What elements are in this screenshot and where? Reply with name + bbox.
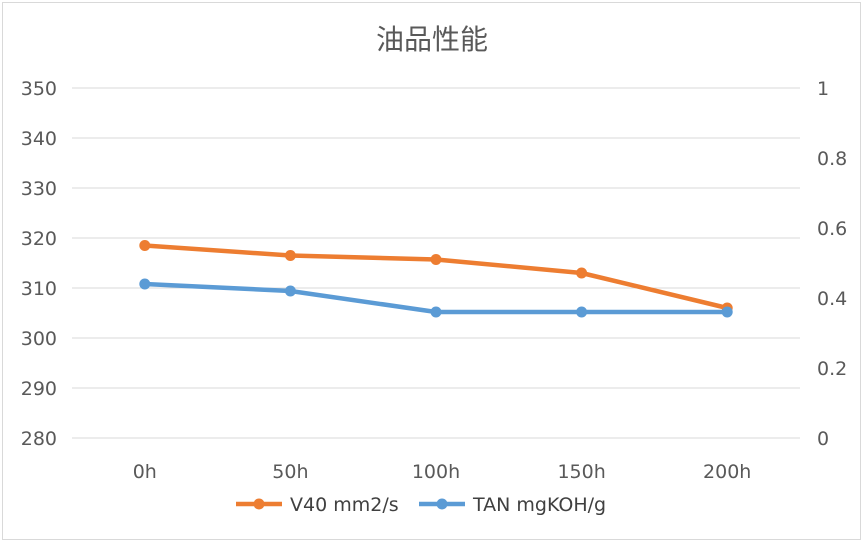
data-point [430,254,442,265]
left-tick-label: 340 [21,128,57,150]
left-tick-label: 330 [21,178,57,200]
x-tick-label: 200h [703,461,751,483]
right-tick-label: 0.8 [817,148,847,170]
x-axis-ticks: 0h 50h 100h 150h 200h [133,461,752,483]
x-tick-label: 150h [557,461,605,483]
right-tick-label: 0 [817,428,829,450]
x-tick-label: 50h [272,461,308,483]
data-point [139,278,151,290]
left-tick-label: 350 [21,78,57,100]
left-tick-label: 320 [21,228,57,250]
left-tick-label: 290 [21,378,57,400]
right-tick-label: 1 [817,78,829,100]
left-axis-ticks: 280 290 300 310 320 330 340 350 [21,78,57,450]
series-layer [139,240,733,318]
legend-marker [436,498,448,510]
data-point [576,267,588,279]
left-tick-label: 300 [21,328,57,350]
left-tick-label: 310 [21,278,57,300]
right-tick-label: 0.2 [817,358,847,380]
legend-label: V40 mm2/s [290,494,399,516]
left-tick-label: 280 [21,428,57,450]
x-tick-label: 100h [412,461,460,483]
gridlines [72,87,800,439]
x-tick-label: 0h [133,461,157,483]
data-point [284,285,296,297]
chart-title: 油品性能 [376,23,488,56]
legend-label: TAN mgKOH/g [472,494,606,516]
data-point [721,306,733,318]
right-tick-label: 0.4 [817,288,847,310]
data-point [576,306,588,318]
data-point [139,240,151,251]
legend: V40 mm2/s TAN mgKOH/g [236,494,606,516]
legend-marker [253,498,265,510]
right-axis-ticks: 0 0.2 0.4 0.6 0.8 1 [817,78,847,450]
data-point [430,306,442,318]
data-point [284,250,296,261]
right-tick-label: 0.6 [817,218,847,240]
